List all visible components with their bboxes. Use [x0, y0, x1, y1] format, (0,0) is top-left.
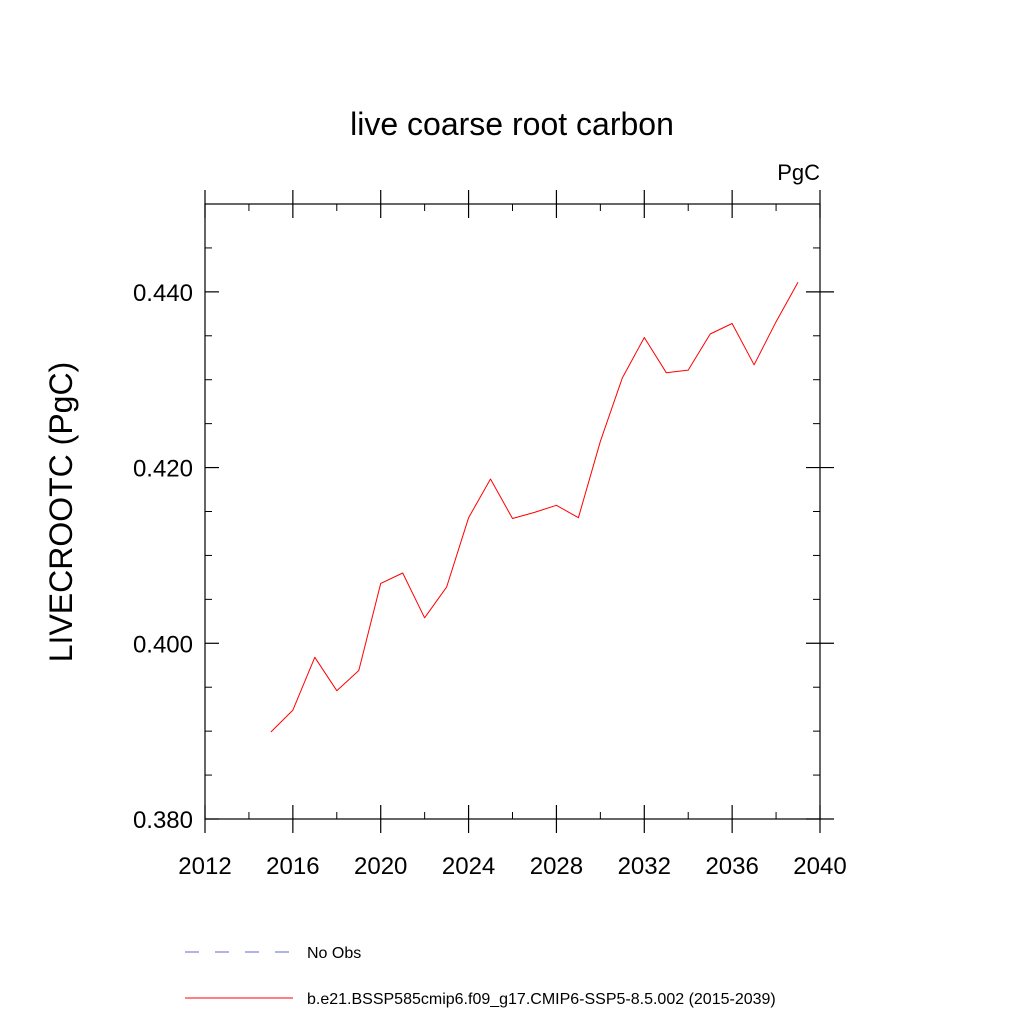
- data-point: [577, 516, 580, 519]
- data-point: [599, 440, 602, 443]
- y-tick-label: 0.420: [133, 456, 193, 483]
- y-axis-label: LIVECROOTC (PgC): [43, 362, 79, 662]
- y-tick-label: 0.400: [133, 631, 193, 658]
- data-point: [621, 376, 624, 379]
- data-point: [423, 616, 426, 619]
- data-point: [533, 511, 536, 514]
- x-tick-label: 2032: [618, 853, 671, 880]
- data-point: [269, 731, 272, 734]
- legend: No Obs b.e21.BSSP585cmip6.f09_g17.CMIP6-S…: [185, 945, 776, 1008]
- x-tick-label: 2024: [442, 853, 495, 880]
- data-point: [775, 320, 778, 323]
- data-point: [357, 669, 360, 672]
- data-point: [445, 586, 448, 589]
- data-point: [379, 582, 382, 585]
- data-point: [291, 709, 294, 712]
- data-point: [709, 333, 712, 336]
- units-label: PgC: [777, 160, 820, 185]
- data-point: [797, 281, 800, 284]
- legend-label: No Obs: [307, 945, 361, 962]
- data-point: [335, 689, 338, 692]
- data-point: [665, 371, 668, 374]
- data-point: [511, 517, 514, 520]
- data-point: [467, 516, 470, 519]
- x-tick-label: 2020: [354, 853, 407, 880]
- data-point: [555, 504, 558, 507]
- y-tick-label: 0.440: [133, 280, 193, 307]
- x-tick-label: 2016: [266, 853, 319, 880]
- data-point: [643, 336, 646, 339]
- chart-title: live coarse root carbon: [350, 106, 674, 142]
- x-tick-label: 2040: [793, 853, 846, 880]
- legend-label: b.e21.BSSP585cmip6.f09_g17.CMIP6-SSP5-8.…: [307, 991, 776, 1008]
- x-tick-label: 2036: [705, 853, 758, 880]
- data-point: [401, 572, 404, 575]
- series-line: [270, 281, 799, 733]
- series-layer: [269, 281, 800, 734]
- data-point: [313, 656, 316, 659]
- axis-ticks: 2012 2016 2020 2024 2028 2032 2036 2040 0.380 0.4…: [133, 190, 847, 880]
- data-point: [731, 322, 734, 325]
- data-point: [753, 363, 756, 366]
- plot-frame: [204, 203, 821, 820]
- data-point: [687, 369, 690, 372]
- x-tick-label: 2012: [178, 853, 231, 880]
- y-tick-label: 0.380: [133, 807, 193, 834]
- x-tick-label: 2028: [530, 853, 583, 880]
- data-point: [489, 477, 492, 480]
